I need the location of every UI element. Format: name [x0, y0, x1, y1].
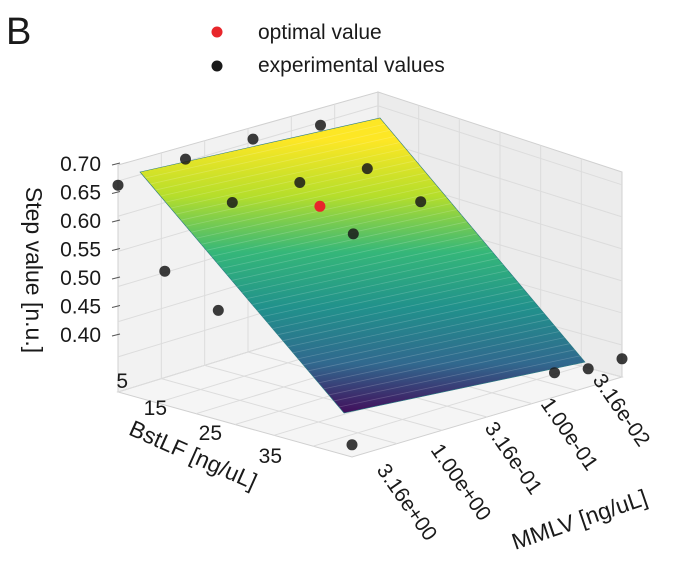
z-tick-mark — [111, 276, 121, 280]
surface-mesh — [145, 123, 580, 408]
x-tick-label: 25 — [199, 422, 222, 445]
surface-mesh-line — [155, 135, 396, 191]
y-tick-label: 3.16e-02 — [588, 370, 654, 451]
surface-mesh-line — [170, 154, 411, 209]
z-tick-label: 0.50 — [60, 267, 101, 290]
x-tick-label: 5 — [116, 370, 128, 393]
experimental-point — [159, 265, 171, 277]
grid-line — [377, 139, 623, 218]
z-tick-label: 0.40 — [60, 324, 101, 347]
surface-mesh-line — [150, 129, 391, 185]
surface-mesh-line — [216, 209, 457, 263]
experimental-point — [212, 304, 224, 316]
z-tick-mark — [111, 333, 121, 337]
z-tick-mark — [111, 162, 121, 166]
surface-mesh-line — [241, 239, 483, 293]
surface-mesh-line — [175, 160, 416, 215]
experimental-point — [346, 439, 358, 451]
surface-mesh-line — [145, 123, 386, 179]
surface-mesh-line — [292, 300, 534, 354]
legend-marker-optimal — [211, 26, 223, 38]
z-axis-ticks: 0.40 0.45 0.50 0.55 0.60 0.65 0.70 — [60, 153, 121, 347]
surface-mesh-line — [180, 166, 422, 221]
surface-mesh-line — [160, 142, 401, 197]
surface-mesh-line — [333, 349, 575, 402]
experimental-point — [582, 363, 594, 375]
surface-mesh-line — [308, 318, 550, 372]
experimental-point — [549, 367, 560, 379]
legend: optimal value experimental values — [211, 21, 445, 77]
experimental-point — [347, 228, 359, 240]
surface-mesh-line — [257, 257, 498, 311]
surface-mesh-line — [165, 148, 406, 203]
experimental-point — [361, 163, 373, 175]
surface-mesh-line — [318, 331, 560, 384]
y-tick-label: 1.00e-01 — [536, 394, 602, 475]
step-value-surface — [139, 117, 586, 414]
grid-line — [377, 105, 623, 186]
legend-marker-experimental — [211, 60, 223, 72]
z-tick-mark — [111, 219, 121, 223]
surface-mesh-line — [236, 233, 478, 287]
experimental-point — [616, 353, 628, 365]
surface-mesh-line — [206, 196, 447, 251]
surface-mesh-line — [298, 306, 539, 360]
surface-mesh-line — [303, 312, 545, 366]
experimental-points — [112, 119, 628, 451]
experimental-point — [226, 197, 238, 208]
surface-mesh-line — [262, 264, 504, 317]
surface-mesh-line — [252, 251, 493, 305]
optimal-point — [314, 200, 326, 212]
surface-mesh-line — [323, 337, 565, 390]
surface-mesh-line — [190, 178, 432, 233]
panel-label: B — [6, 11, 31, 53]
surface-mesh-line — [211, 203, 452, 257]
surface-mesh-line — [272, 276, 514, 330]
surface-mesh-line — [282, 288, 524, 342]
x-axis-title: BstLF [ng/uL] — [125, 415, 261, 494]
surface-mesh-line — [287, 294, 529, 348]
experimental-point — [315, 119, 326, 131]
surface-mesh-line — [226, 221, 468, 275]
surface-mesh-line — [313, 325, 555, 378]
y-tick-label: 3.16e+00 — [372, 460, 441, 545]
x-tick-label: 35 — [259, 445, 282, 468]
z-tick-mark — [111, 191, 121, 194]
surface-mesh-line — [267, 270, 509, 324]
z-tick-label: 0.70 — [60, 153, 101, 176]
experimental-point — [415, 196, 427, 208]
experimental-point — [180, 153, 191, 165]
surface-mesh-line — [221, 215, 463, 269]
experimental-point — [294, 177, 306, 188]
z-tick-label: 0.55 — [60, 239, 101, 262]
surface-mesh-line — [196, 184, 437, 239]
surface-mesh-line — [201, 190, 442, 245]
x-axis-ticks: 5 15 25 35 — [116, 370, 282, 468]
surface-mesh-line — [328, 343, 570, 396]
z-tick-label: 0.60 — [60, 210, 101, 233]
z-tick-label: 0.65 — [60, 182, 101, 205]
z-axis-title: Step value [n.u.] — [21, 187, 47, 353]
x-tick-label: 15 — [144, 397, 167, 420]
optimal-point-group — [314, 200, 326, 212]
surface-mesh-line — [231, 227, 473, 281]
legend-label-experimental: experimental values — [258, 54, 445, 77]
z-tick-label: 0.45 — [60, 296, 101, 319]
experimental-point — [112, 179, 124, 191]
z-tick-mark — [111, 248, 121, 251]
y-tick-label: 3.16e-01 — [480, 418, 546, 499]
z-tick-mark — [111, 305, 121, 308]
surface-mesh-line — [277, 282, 519, 336]
surface-mesh-line — [247, 245, 488, 299]
surface-mesh-line — [185, 172, 427, 227]
legend-label-optimal: optimal value — [258, 21, 382, 44]
y-tick-label: 1.00e+00 — [426, 440, 495, 525]
surface-mesh-line — [338, 355, 580, 408]
experimental-point — [247, 133, 259, 145]
